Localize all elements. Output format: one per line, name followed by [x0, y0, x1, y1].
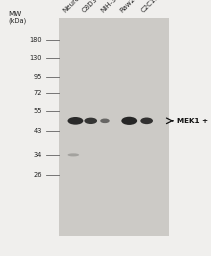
Text: 95: 95 [34, 74, 42, 80]
Text: NIH-3T3: NIH-3T3 [100, 0, 124, 14]
Text: MW: MW [8, 11, 22, 17]
Ellipse shape [68, 153, 79, 156]
Ellipse shape [140, 118, 153, 124]
Text: (kDa): (kDa) [8, 18, 27, 24]
Text: 26: 26 [34, 172, 42, 178]
Text: Neuro2A: Neuro2A [62, 0, 88, 14]
Ellipse shape [100, 119, 110, 123]
Ellipse shape [84, 118, 97, 124]
Text: 34: 34 [34, 152, 42, 158]
Ellipse shape [121, 117, 137, 125]
Text: 43: 43 [34, 127, 42, 134]
Text: 55: 55 [34, 108, 42, 114]
Text: C2C12: C2C12 [140, 0, 161, 14]
Text: 130: 130 [30, 55, 42, 61]
Text: MEK1 + MEK2: MEK1 + MEK2 [177, 118, 211, 124]
Text: Raw264.7: Raw264.7 [119, 0, 148, 14]
Bar [59, 18, 169, 236]
Ellipse shape [68, 117, 83, 125]
Text: 72: 72 [34, 90, 42, 97]
Text: C8D30: C8D30 [81, 0, 102, 14]
Text: 180: 180 [30, 37, 42, 43]
